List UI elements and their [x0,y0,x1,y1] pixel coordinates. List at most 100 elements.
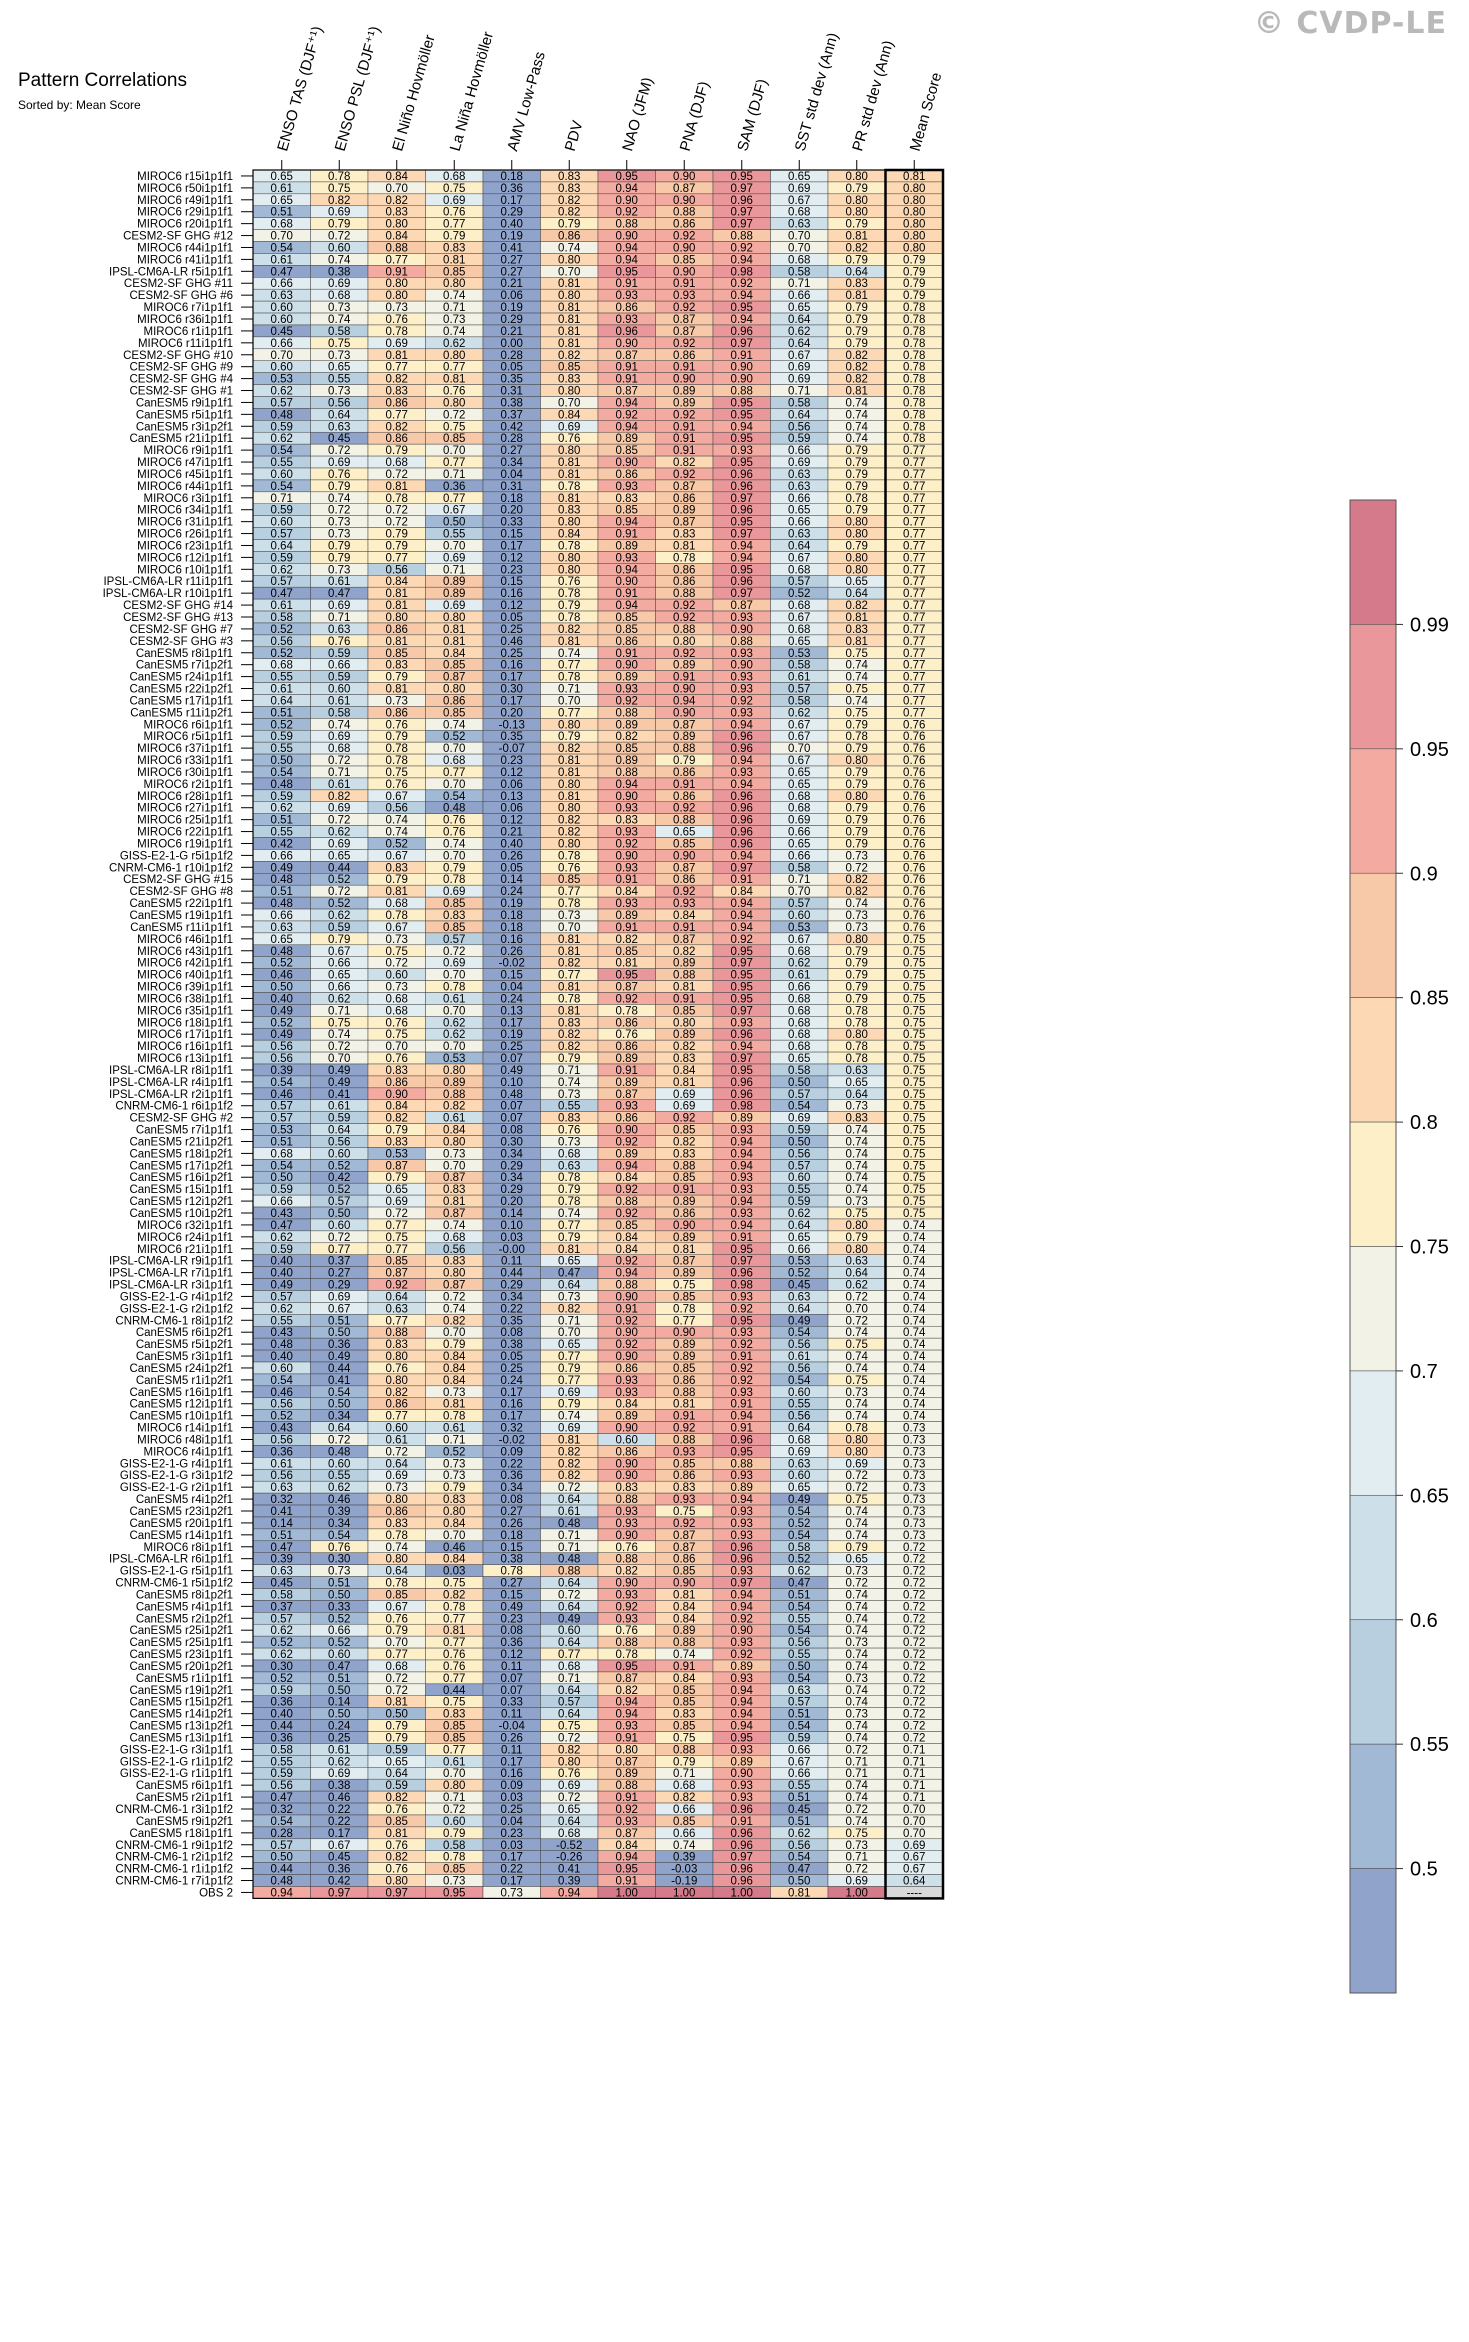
cell-value: 0.76 [903,755,925,767]
cell-value: 0.75 [903,1077,925,1089]
cell-value: 0.51 [788,1709,810,1721]
cell-value: 0.55 [328,374,350,386]
cell-value: 0.80 [558,517,580,529]
cell-value: 0.93 [731,1744,753,1756]
cell-value: 0.36 [328,1339,350,1351]
cell-value: 0.73 [846,850,868,862]
cell-value: 0.78 [386,743,408,755]
cell-value: 0.78 [903,314,925,326]
cell-value: 0.91 [616,1303,638,1315]
cell-value: 0.34 [328,1518,351,1530]
cell-value: 0.68 [788,1005,810,1017]
cell-value: 0.78 [846,1041,868,1053]
cell-value: 0.38 [501,1554,523,1566]
cell-value: 0.74 [846,1327,869,1339]
cell-value: 0.93 [731,1780,753,1792]
cell-value: 0.77 [443,493,465,505]
cell-value: 0.97 [731,183,753,195]
cell-value: 0.48 [271,874,293,886]
cell-value: 0.51 [271,207,293,219]
cell-value: 0.90 [616,1423,638,1435]
cell-value: 0.49 [558,1613,580,1625]
cell-value: 0.97 [731,1053,753,1065]
cell-value: 0.64 [558,1494,581,1506]
row-label: CanESM5 r6i1p2f1 [136,1327,233,1339]
cell-value: 0.89 [673,386,695,398]
cell-value: 0.90 [616,1351,638,1363]
cell-value: 0.72 [328,1232,350,1244]
cell-value: 0.66 [788,493,810,505]
cell-value: 0.85 [616,946,638,958]
cell-value: 0.47 [271,1792,293,1804]
cell-value: 0.77 [443,1673,465,1685]
row-label: GISS-E2-1-G r1i1p1f1 [120,1768,233,1780]
row-label: MIROC6 r46i1p1f1 [137,934,233,946]
cell-value: 0.83 [386,1339,408,1351]
cell-value: 0.80 [558,1756,580,1768]
cell-value: 0.77 [558,1375,580,1387]
cell-value: 0.77 [903,695,925,707]
cell-value: 0.76 [386,719,408,731]
row-label: CanESM5 r16i1p1f1 [129,1387,233,1399]
cell-value: 0.83 [673,1148,695,1160]
cell-value: 0.61 [788,672,810,684]
cell-value: 0.81 [386,684,408,696]
cell-value: 0.78 [903,433,925,445]
cell-value: 0.91 [731,1232,753,1244]
cell-value: 0.80 [386,1494,408,1506]
cell-value: 0.58 [788,1065,810,1077]
cell-value: 0.77 [443,362,465,374]
cell-value: 0.87 [386,1268,408,1280]
cell-value: 0.72 [903,1578,925,1590]
cell-value: 0.73 [903,1446,925,1458]
cell-value: 0.46 [271,1089,293,1101]
cell-value: 0.91 [673,421,695,433]
cell-value: 0.45 [328,433,350,445]
cell-value: 0.80 [558,290,580,302]
cell-value: 0.79 [558,1184,580,1196]
cell-value: 0.75 [903,982,925,994]
cell-value: 0.90 [616,1327,638,1339]
cell-value: 0.94 [731,1196,754,1208]
cell-value: 0.78 [903,326,925,338]
cell-value: 0.90 [673,1578,695,1590]
cell-value: 0.64 [558,1685,581,1697]
cell-value: 0.65 [328,970,350,982]
cell-value: -0.19 [671,1876,697,1888]
cell-value: 0.69 [443,886,465,898]
row-label: MIROC6 r28i1p1f1 [137,791,233,803]
cell-value: 0.67 [386,1601,408,1613]
cell-value: 0.71 [903,1768,925,1780]
cell-value: 0.85 [616,624,638,636]
cell-value: 0.75 [443,421,465,433]
cell-value: 0.98 [731,1101,753,1113]
cell-value: 0.75 [846,707,868,719]
cell-value: 0.50 [788,1136,810,1148]
cell-value: 0.89 [673,1625,695,1637]
cell-value: -0.13 [499,719,525,731]
cell-value: 0.91 [673,779,695,791]
cell-value: 0.56 [788,1411,810,1423]
row-label: CanESM5 r23i1p1f1 [129,1649,233,1661]
cell-value: 0.54 [788,1327,811,1339]
cell-value: 0.15 [501,970,523,982]
cell-value: 0.50 [271,1852,293,1864]
cell-value: 0.54 [271,445,294,457]
cell-value: 0.92 [616,1136,638,1148]
column-header: PR std dev (Ann) [849,39,897,153]
cell-value: 0.75 [903,1125,925,1137]
cell-value: 0.86 [673,1208,695,1220]
cell-value: 0.69 [328,803,350,815]
cell-value: 0.95 [731,302,753,314]
cell-value: 0.79 [846,481,868,493]
cell-value: 0.96 [731,1434,753,1446]
cell-value: 0.73 [903,1530,925,1542]
row-label: CESM2-SF GHG #8 [129,886,233,898]
cell-value: 0.80 [443,612,465,624]
cell-value: 0.08 [501,1125,523,1137]
cell-value: 0.79 [558,1232,580,1244]
cell-value: 0.81 [846,386,868,398]
cell-value: 0.73 [903,1494,925,1506]
cell-value: 0.81 [616,958,638,970]
cell-value: 0.82 [443,1315,465,1327]
